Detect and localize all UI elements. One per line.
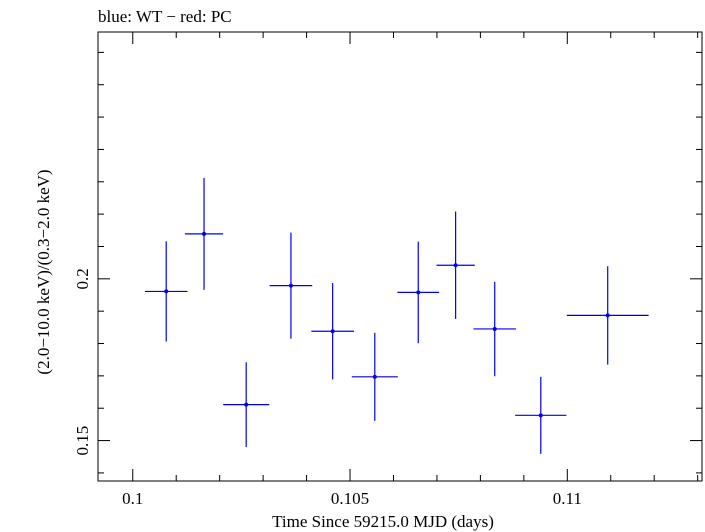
data-point	[351, 332, 398, 421]
axis-ticks: 0.1 0.105 0.11 0.15 0.2	[73, 32, 702, 508]
plot-frame	[97, 31, 703, 482]
point-marker	[164, 289, 169, 294]
point-marker	[605, 313, 610, 318]
data-point	[223, 362, 270, 448]
data-point	[397, 241, 440, 344]
x-axis-label: Time Since 59215.0 MJD (days)	[272, 512, 494, 531]
point-marker	[202, 231, 207, 236]
y-tick-label: 0.15	[73, 426, 92, 456]
data-point	[184, 177, 224, 290]
point-marker	[492, 326, 497, 331]
point-marker	[244, 402, 249, 407]
data-point	[436, 211, 475, 319]
data-point	[144, 241, 188, 342]
point-marker	[416, 290, 421, 295]
chart-title: blue: WT − red: PC	[98, 7, 232, 26]
point-marker	[288, 283, 293, 288]
data-point	[473, 281, 517, 377]
data-marks	[144, 177, 649, 454]
point-marker	[453, 263, 458, 268]
y-axis-label: (2.0−10.0 keV)/(0.3−2.0 keV)	[34, 169, 53, 374]
point-marker	[372, 374, 377, 379]
data-point	[515, 376, 567, 454]
point-marker	[330, 329, 335, 334]
y-tick-label: 0.2	[73, 268, 92, 289]
x-tick-label: 0.105	[331, 489, 369, 508]
data-point	[311, 283, 354, 380]
data-point	[566, 266, 649, 365]
data-point	[269, 232, 313, 339]
x-tick-label: 0.11	[553, 489, 582, 508]
point-marker	[538, 413, 543, 418]
x-tick-label: 0.1	[122, 489, 143, 508]
